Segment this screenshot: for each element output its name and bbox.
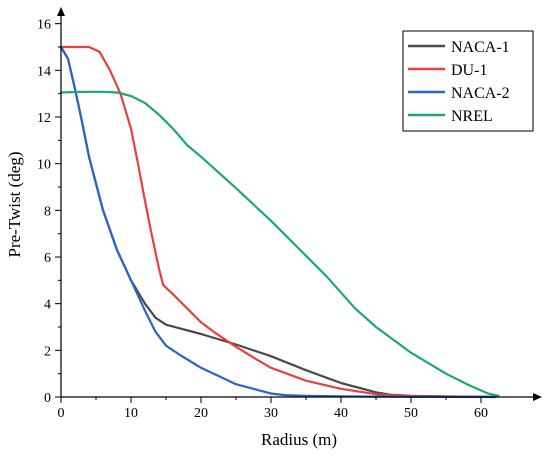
x-tick-label: 20	[194, 406, 208, 421]
x-tick-label: 40	[334, 406, 348, 421]
legend-label: NREL	[451, 108, 493, 125]
axes	[57, 7, 542, 401]
legend-label: NACA-1	[451, 39, 510, 56]
x-axis-title: Radius (m)	[261, 430, 337, 449]
series-line-du-1	[59, 45, 497, 398]
y-axis-arrow-icon	[57, 7, 65, 16]
series-line-naca-2	[59, 45, 497, 399]
y-tick-label: 14	[37, 64, 51, 79]
plot-lines	[59, 45, 500, 399]
y-ticks: 0 2 4 6 8 10 12 14 16	[37, 18, 61, 406]
y-tick-label: 4	[44, 298, 51, 313]
x-tick-label: 10	[124, 406, 138, 421]
y-tick-label: 10	[37, 158, 51, 173]
y-tick-label: 6	[44, 251, 51, 266]
y-axis-title: Pre-Twist (deg)	[5, 152, 24, 258]
x-tick-label: 60	[474, 406, 488, 421]
y-tick-label: 16	[37, 18, 51, 33]
y-tick-label: 2	[44, 344, 51, 359]
y-tick-label: 12	[37, 111, 51, 126]
x-tick-label: 30	[264, 406, 278, 421]
legend-label: DU-1	[451, 62, 487, 79]
y-tick-label: 0	[44, 391, 51, 406]
x-axis-arrow-icon	[533, 393, 542, 401]
x-ticks: 0 10 20 30 40 50 60	[58, 397, 488, 421]
legend-label: NACA-2	[451, 85, 510, 102]
x-tick-label: 0	[58, 406, 65, 421]
legend: NACA-1 DU-1 NACA-2 NREL	[402, 30, 534, 132]
y-tick-label: 8	[44, 204, 51, 219]
x-tick-label: 50	[404, 406, 418, 421]
series-line-nrel	[59, 90, 500, 397]
